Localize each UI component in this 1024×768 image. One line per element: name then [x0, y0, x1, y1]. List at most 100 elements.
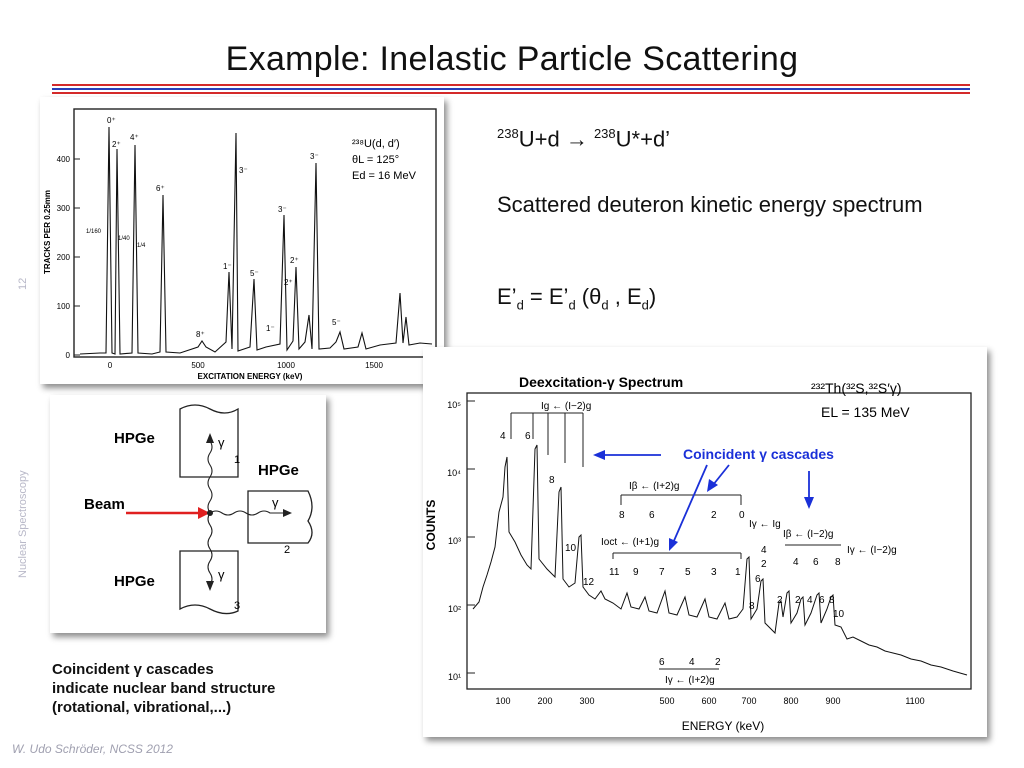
beam-label: Beam [84, 496, 125, 513]
xtick-500: 500 [191, 361, 205, 370]
peak-label-4plus: 4⁺ [130, 133, 139, 142]
spin-6b: 6 [649, 510, 655, 521]
spin-1: 1 [735, 567, 741, 578]
band-label-gamma-minus2: Iγ ← (I−2)g [847, 545, 897, 556]
fig1-reaction: ²³⁸U(d, d′) [352, 138, 400, 150]
excitation-spectrum-trace [79, 126, 433, 355]
course-name: Nuclear Spectroscopy [17, 470, 29, 578]
spin-8d: 8 [835, 557, 841, 568]
title-rule-blue [52, 88, 970, 90]
xtick-300: 300 [579, 696, 594, 706]
excitation-spectrum-figure: 0 100 200 300 400 TRACKS PER 0.25mm 0 50… [40, 97, 444, 384]
spin-6d: 6 [813, 557, 819, 568]
formula-paren-open: ( [575, 284, 590, 309]
peak-label-5minus-a: 5⁻ [250, 269, 259, 278]
fig1-angle: θL = 125° [352, 154, 399, 166]
title-rule-red-bottom [52, 92, 970, 94]
xtick-1500: 1500 [365, 361, 383, 370]
peak-label-5minus-b: 5⁻ [332, 318, 341, 327]
spin-4d: 4 [793, 557, 799, 568]
formula-equals: = E’ [523, 284, 569, 309]
spin-0b: 0 [739, 510, 745, 521]
band-label-g-minus2: Ig ← (I−2)g [541, 401, 591, 412]
description-text: Scattered deuteron kinetic energy spectr… [497, 192, 923, 217]
spin-11: 11 [609, 567, 620, 578]
spin-10a: 10 [565, 543, 577, 554]
spin-4f: 4 [689, 657, 695, 668]
caption-line-2: indicate nuclear band structure [52, 680, 276, 697]
fig3-beam-energy: EL = 135 MeV [821, 404, 910, 420]
peak-label-6plus: 6⁺ [156, 184, 165, 193]
spin-2e: 2 [795, 595, 801, 606]
page-number: 12 [17, 277, 29, 290]
band-label-beta-minus2: Iβ ← (I−2)g [783, 529, 834, 540]
gamma-label-3: γ [218, 567, 225, 582]
formula-e-prime: E’ [497, 284, 517, 309]
spin-2f: 2 [715, 657, 721, 668]
energy-formula: E’d = E’d (θd , Ed) [497, 284, 656, 312]
band-label-beta-plus2: Iβ ← (I+2)g [629, 481, 680, 492]
hpge-label-1: HPGe [114, 430, 155, 447]
fig3-ylabel: COUNTS [424, 500, 438, 551]
ytick-1e2: 10² [448, 604, 461, 614]
spin-6f: 6 [659, 657, 665, 668]
xtick-600: 600 [701, 696, 716, 706]
coincident-cascades-label: Coincident γ cascades [683, 446, 834, 462]
slide-title: Example: Inelastic Particle Scattering [225, 40, 799, 78]
spin-6a: 6 [525, 431, 531, 442]
xtick-0: 0 [108, 361, 113, 370]
ytick-300: 300 [57, 204, 71, 213]
peak-label-1minus-b: 1⁻ [266, 324, 275, 333]
spin-5: 5 [685, 567, 691, 578]
fig1-ylabel: TRACKS PER 0.25mm [43, 190, 52, 274]
formula-sub-d3: d [601, 297, 609, 313]
gamma-label-1: γ [218, 435, 225, 450]
ytick-1e3: 10³ [448, 536, 461, 546]
peak-label-2plus-c: 2⁺ [284, 278, 293, 287]
formula-sub-d4: d [641, 297, 649, 313]
spin-4c: 4 [761, 545, 767, 556]
peak-label-1minus: 1⁻ [223, 262, 232, 271]
ytick-200: 200 [57, 253, 71, 262]
formula-theta: θ [589, 284, 602, 309]
peak-label-2plus-b: 2⁺ [290, 256, 299, 265]
detector-number-2: 2 [284, 544, 290, 556]
peak-label-3minus-b: 3⁻ [278, 205, 287, 214]
figure-caption: Coincident γ cascades indicate nuclear b… [52, 660, 275, 717]
hpge-label-3: HPGe [114, 573, 155, 590]
spin-2d: 2 [777, 595, 783, 606]
peak-label-8plus: 8⁺ [196, 330, 205, 339]
reaction-rhs: U*+d’ [615, 126, 671, 152]
peak-label-0plus: 0⁺ [107, 116, 116, 125]
xtick-200: 200 [537, 696, 552, 706]
gamma-spectrum-figure: 10¹ 10² 10³ 10⁴ 10⁵ COUNTS 100 200 300 5… [423, 347, 987, 737]
detector-setup-diagram: HPGe HPGe HPGe Beam γ γ γ 1 2 3 [84, 404, 313, 615]
scale-label-40: 1/40 [118, 236, 130, 242]
ytick-0: 0 [66, 351, 71, 360]
reaction-arrow-icon: → [565, 126, 588, 152]
fig1-energy: Ed = 16 MeV [352, 170, 417, 182]
peak-label-3minus-c: 3⁻ [310, 152, 319, 161]
spin-9: 9 [633, 567, 639, 578]
ytick-400: 400 [57, 155, 71, 164]
spin-6c: 6 [755, 574, 761, 585]
formula-sub-d1: d [516, 297, 524, 313]
title-rule-red-top [52, 84, 970, 86]
formula-sub-d2: d [568, 297, 576, 313]
xtick-1100: 1100 [905, 696, 924, 706]
gamma-spectrum-plot: 10¹ 10² 10³ 10⁴ 10⁵ COUNTS 100 200 300 5… [424, 374, 972, 733]
peak-label-2plus: 2⁺ [112, 140, 121, 149]
detector-setup-figure: HPGe HPGe HPGe Beam γ γ γ 1 2 3 [50, 395, 326, 633]
spin-8e: 8 [829, 595, 835, 606]
xtick-700: 700 [741, 696, 756, 706]
spin-6e: 6 [819, 595, 825, 606]
gamma-label-2: γ [272, 495, 279, 510]
fig1-xlabel: EXCITATION ENERGY (keV) [198, 372, 303, 381]
spin-8b: 8 [619, 510, 625, 521]
reaction-equation: 238U+d → 238U*+d’ [497, 126, 670, 152]
xtick-500: 500 [659, 696, 674, 706]
formula-paren-close: ) [648, 284, 657, 309]
excitation-spectrum-plot: 0 100 200 300 400 TRACKS PER 0.25mm 0 50… [43, 108, 437, 381]
scale-label-160: 1/160 [86, 229, 102, 235]
spin-8a: 8 [549, 475, 555, 486]
